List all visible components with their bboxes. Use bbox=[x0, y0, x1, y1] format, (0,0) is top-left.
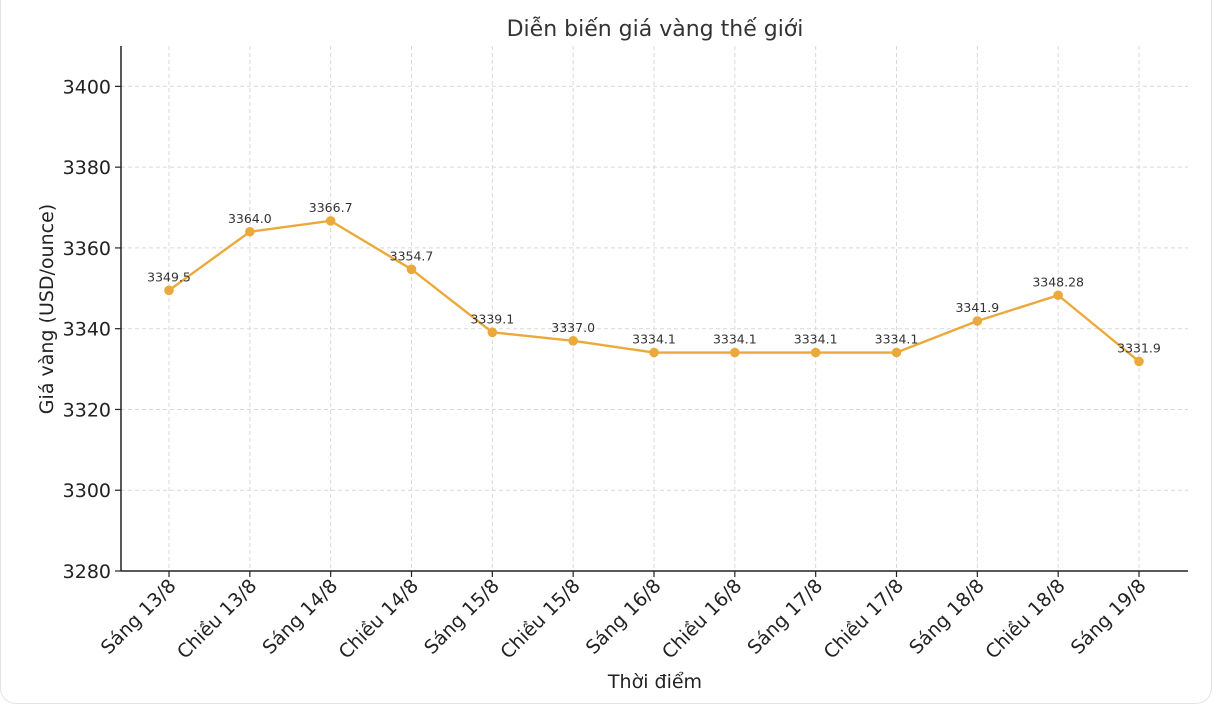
data-label: 3337.0 bbox=[551, 320, 595, 335]
data-point bbox=[568, 336, 578, 346]
x-tick-label: Chiều 13/8 bbox=[173, 575, 261, 663]
data-label: 3334.1 bbox=[632, 332, 676, 347]
x-tick-label: Chiều 14/8 bbox=[335, 575, 423, 663]
x-tick-label: Sáng 16/8 bbox=[582, 575, 666, 659]
data-point bbox=[730, 347, 740, 358]
data-point bbox=[1053, 290, 1063, 301]
grid bbox=[121, 46, 1188, 571]
data-label: 3348.28 bbox=[1032, 274, 1084, 289]
data-label: 3349.5 bbox=[147, 269, 191, 284]
data-label: 3331.9 bbox=[1117, 340, 1161, 355]
x-tick-label: Sáng 13/8 bbox=[97, 575, 181, 659]
x-tick-label: Sáng 19/8 bbox=[1067, 575, 1151, 659]
x-tick-label: Chiều 18/8 bbox=[981, 575, 1069, 663]
y-axis-title: Giá vàng (USD/ounce) bbox=[36, 204, 58, 414]
data-labels: 3349.5 3364.0 3366.7 3354.7 3339.1 3337.0 3334… bbox=[147, 200, 1161, 356]
data-label: 3364.0 bbox=[228, 211, 272, 226]
y-axis-ticks: 3280 3300 3320 3340 3360 3380 3400 bbox=[63, 76, 121, 583]
x-tick-label: Sáng 17/8 bbox=[743, 575, 827, 659]
x-tick-label: Chiều 17/8 bbox=[820, 575, 908, 663]
data-point bbox=[245, 226, 255, 237]
x-tick-label: Sáng 18/8 bbox=[905, 575, 989, 659]
x-axis-title: Thời điểm bbox=[607, 671, 702, 693]
y-tick-label: 3340 bbox=[63, 319, 111, 341]
x-tick-label: Chiều 16/8 bbox=[658, 575, 746, 663]
data-label: 3341.9 bbox=[955, 300, 999, 315]
chart-title: Diễn biến giá vàng thế giới bbox=[507, 16, 804, 42]
data-point bbox=[406, 264, 417, 275]
y-tick-label: 3400 bbox=[63, 76, 111, 98]
data-label: 3334.1 bbox=[713, 332, 757, 347]
data-point bbox=[891, 347, 902, 358]
series-gold-price bbox=[164, 216, 1144, 367]
x-tick-label: Chiều 15/8 bbox=[496, 575, 584, 663]
x-tick-label: Sáng 14/8 bbox=[258, 575, 342, 659]
data-label: 3354.7 bbox=[390, 248, 434, 263]
x-tick-label: Sáng 15/8 bbox=[420, 575, 504, 659]
y-tick-label: 3280 bbox=[63, 561, 111, 583]
data-point bbox=[325, 216, 336, 226]
data-point bbox=[164, 285, 174, 296]
data-label: 3366.7 bbox=[309, 200, 353, 215]
y-tick-label: 3380 bbox=[63, 157, 111, 179]
data-point bbox=[972, 316, 983, 326]
y-tick-label: 3320 bbox=[63, 399, 111, 421]
data-point bbox=[487, 327, 498, 338]
data-label: 3334.1 bbox=[875, 332, 919, 347]
data-label: 3339.1 bbox=[470, 311, 514, 326]
data-label: 3334.1 bbox=[794, 332, 838, 347]
y-tick-label: 3300 bbox=[63, 480, 111, 502]
data-point bbox=[810, 347, 821, 358]
data-point bbox=[1134, 356, 1144, 367]
data-point bbox=[649, 347, 659, 358]
y-tick-label: 3360 bbox=[63, 238, 111, 260]
